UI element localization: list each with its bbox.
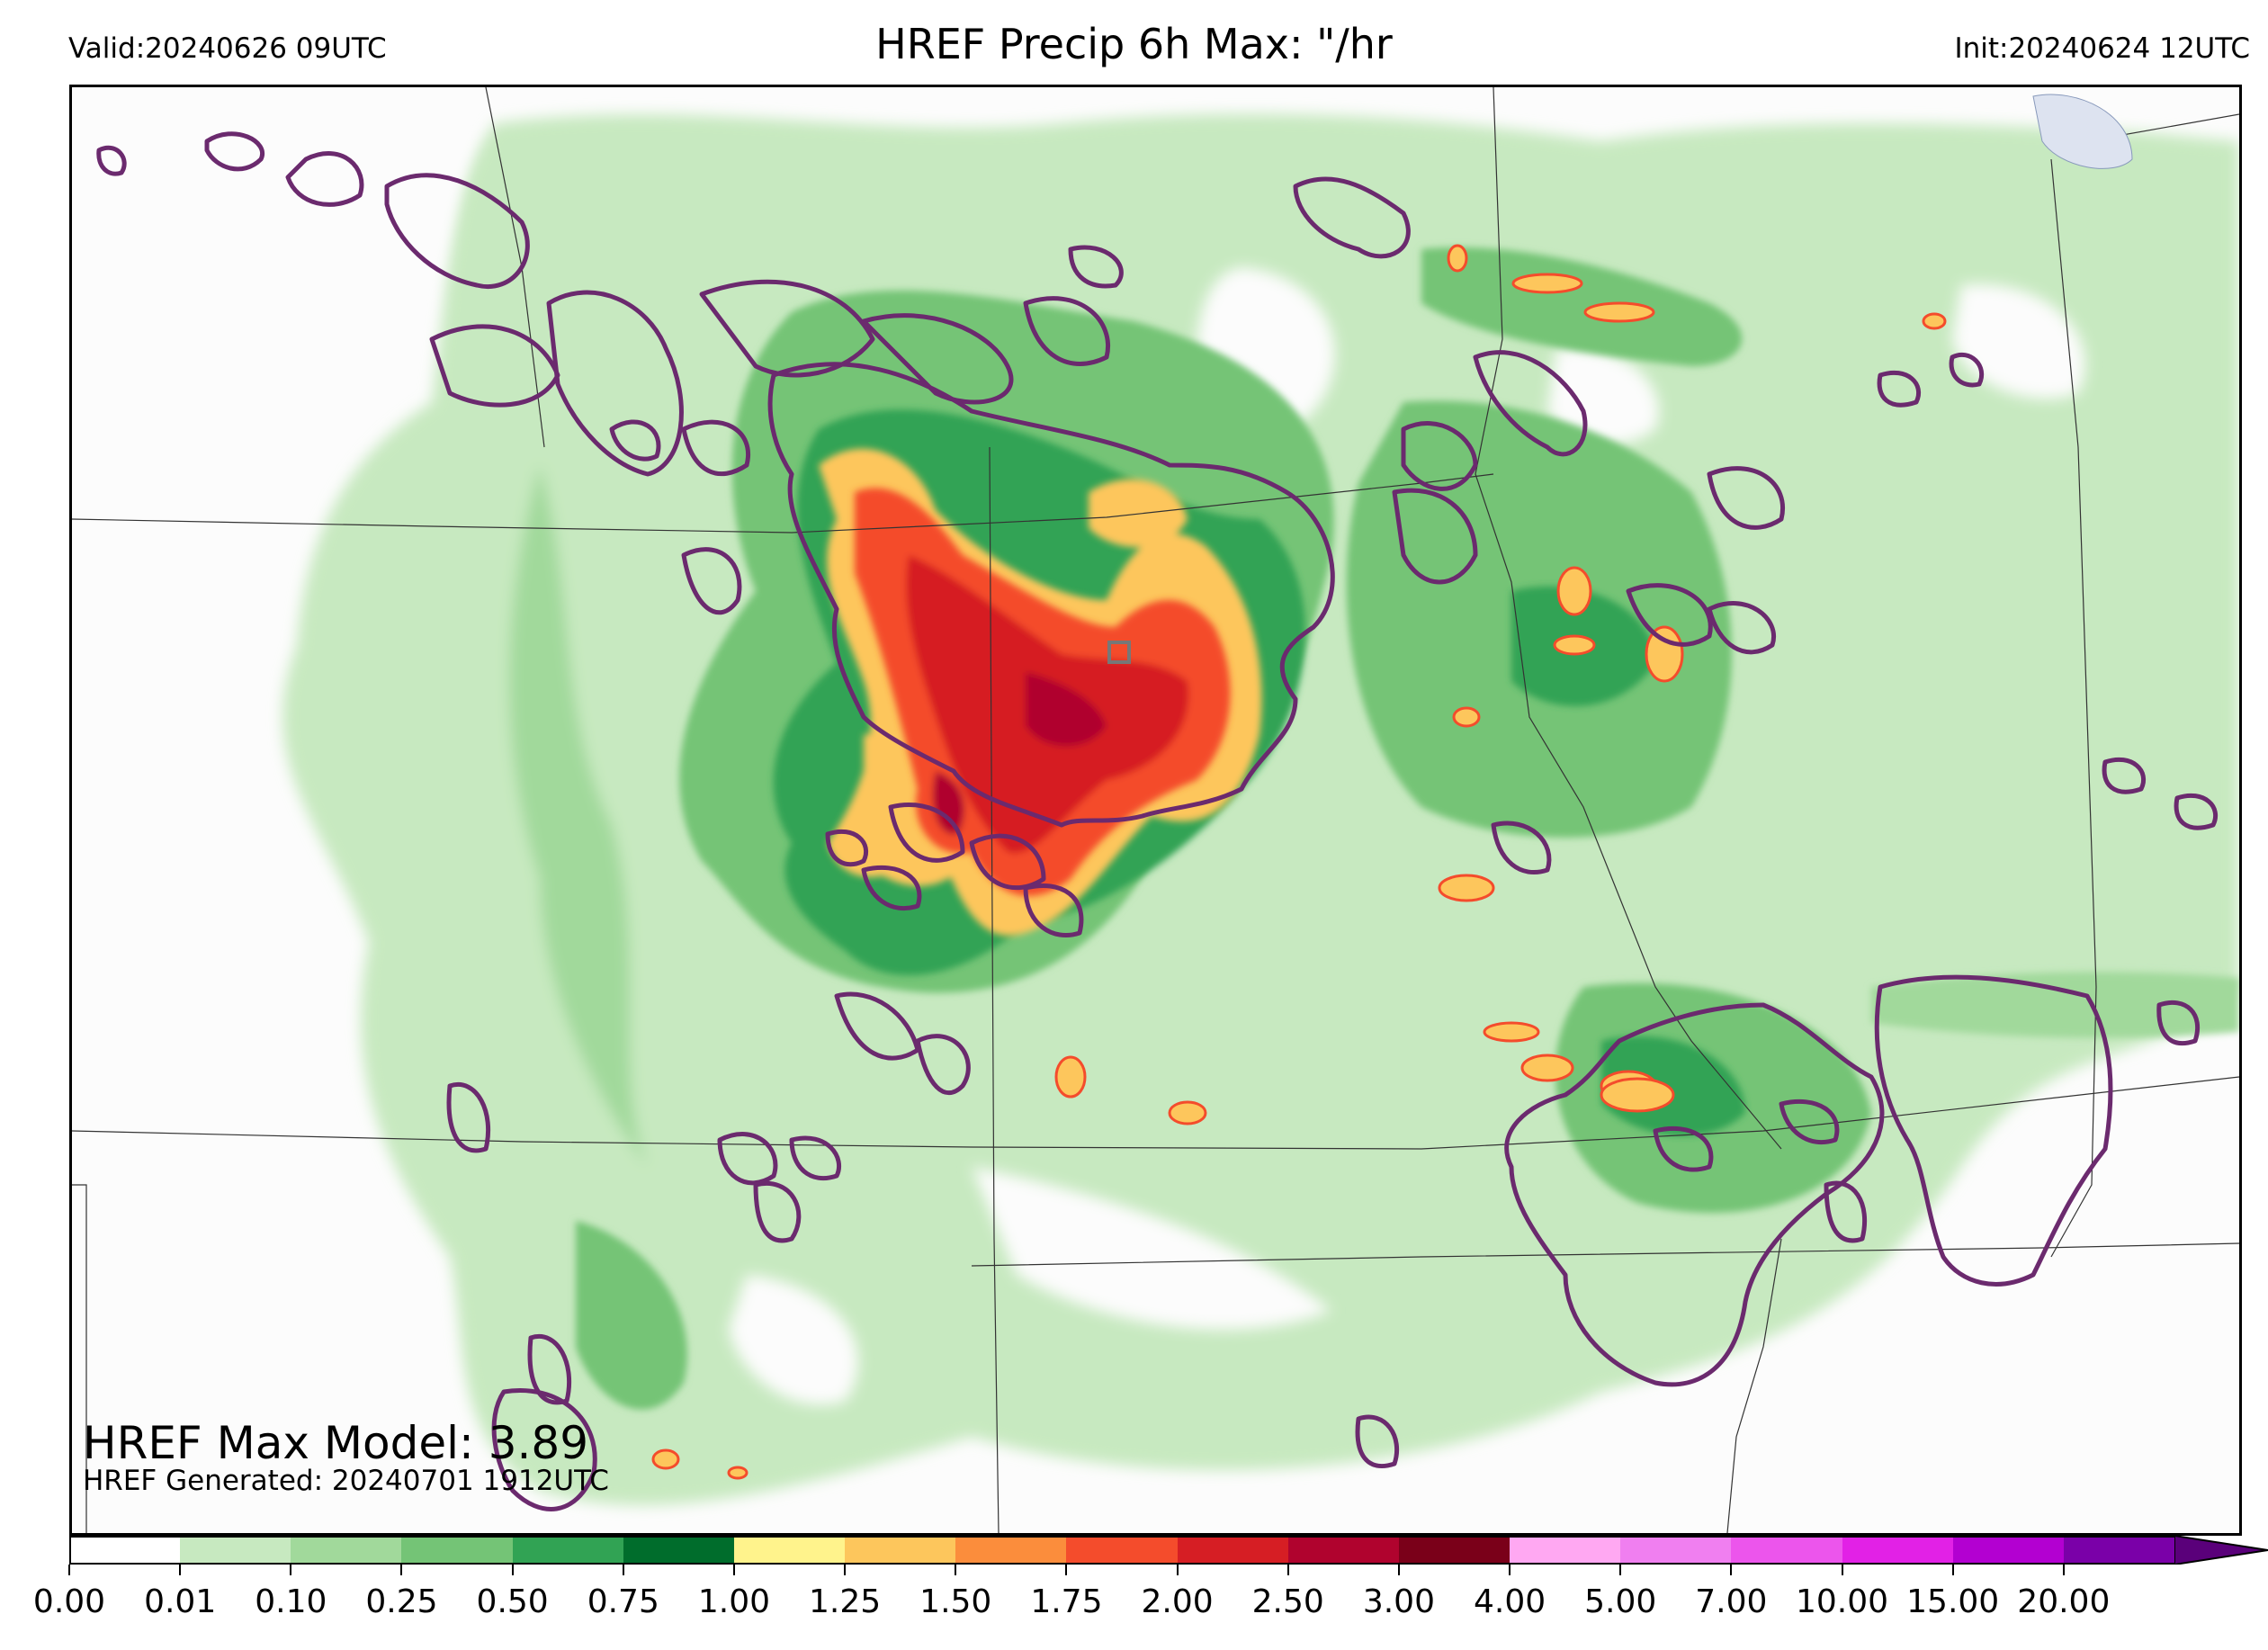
colorbar-tick-mark xyxy=(400,1565,403,1575)
colorbar-tick-label: 3.00 xyxy=(1362,1583,1435,1620)
colorbar-tick-mark xyxy=(1509,1565,1511,1575)
colorbar-tick-label: 20.00 xyxy=(2017,1583,2111,1620)
colorbar-segment xyxy=(291,1536,402,1565)
lake-shape xyxy=(2032,94,2133,169)
colorbar-tick-mark xyxy=(622,1565,624,1575)
colorbar-tick-label: 0.75 xyxy=(587,1583,659,1620)
colorbar-segment xyxy=(2063,1536,2174,1565)
precip-map xyxy=(69,85,2242,1536)
colorbar-tick-label: 15.00 xyxy=(1906,1583,2000,1620)
colorbar-segment xyxy=(512,1536,623,1565)
colorbar-tick-label: 1.50 xyxy=(919,1583,992,1620)
state-boundaries xyxy=(72,87,2239,1533)
colorbar-tick-mark xyxy=(2062,1565,2065,1575)
map-canvas xyxy=(72,87,2239,1533)
precip-isolated-cells xyxy=(651,244,1947,1480)
colorbar-segment xyxy=(1620,1536,1732,1565)
colorbar-tick-mark xyxy=(844,1565,847,1575)
colorbar-tick-mark xyxy=(1951,1565,1954,1575)
colorbar-tick-mark xyxy=(1841,1565,1843,1575)
max-model-label: HREF Max Model: 3.89 xyxy=(83,1417,589,1469)
valid-time: Valid:20240626 09UTC xyxy=(68,32,387,65)
colorbar-segment xyxy=(955,1536,1067,1565)
generated-label: HREF Generated: 20240701 1912UTC xyxy=(83,1465,609,1497)
colorbar xyxy=(69,1536,2174,1565)
precip-core-red xyxy=(855,488,1231,896)
colorbar-tick-mark xyxy=(955,1565,957,1575)
colorbar-tick-label: 2.00 xyxy=(1141,1583,1214,1620)
colorbar-tick-mark xyxy=(290,1565,292,1575)
colorbar-tick-label: 1.75 xyxy=(1030,1583,1103,1620)
colorbar-segment xyxy=(1510,1536,1621,1565)
colorbar-tick-label: 0.50 xyxy=(476,1583,549,1620)
colorbar-tick-label: 0.10 xyxy=(255,1583,327,1620)
colorbar-segment xyxy=(1287,1536,1399,1565)
colorbar-extend-arrow xyxy=(2174,1536,2268,1565)
colorbar-segment xyxy=(1066,1536,1178,1565)
map-title: HREF Precip 6h Max: "/hr xyxy=(875,20,1393,68)
colorbar-segment xyxy=(401,1536,513,1565)
colorbar-tick-label: 1.25 xyxy=(809,1583,882,1620)
colorbar-tick-mark xyxy=(1065,1565,1068,1575)
colorbar-tick-mark xyxy=(1619,1565,1622,1575)
colorbar-tick-label: 2.50 xyxy=(1251,1583,1324,1620)
colorbar-segment xyxy=(623,1536,734,1565)
colorbar-tick-label: 4.00 xyxy=(1473,1583,1546,1620)
colorbar-segment xyxy=(1731,1536,1842,1565)
colorbar-tick-label: 1.00 xyxy=(697,1583,771,1620)
colorbar-tick-label: 7.00 xyxy=(1695,1583,1768,1620)
colorbar-tick-label: 0.01 xyxy=(144,1583,217,1620)
colorbar-segment xyxy=(69,1536,181,1565)
colorbar-tick-mark xyxy=(1397,1565,1400,1575)
colorbar-tick-mark xyxy=(511,1565,514,1575)
colorbar-tick-label: 10.00 xyxy=(1795,1583,1889,1620)
colorbar-tick-mark xyxy=(1286,1565,1289,1575)
colorbar-tick-label: 0.00 xyxy=(32,1583,106,1620)
colorbar-tick-mark xyxy=(732,1565,735,1575)
colorbar-segment xyxy=(1952,1536,2064,1565)
colorbar-segment xyxy=(1177,1536,1288,1565)
probability-contours xyxy=(96,131,2219,1511)
colorbar-segment xyxy=(733,1536,846,1565)
colorbar-tick-label: 5.00 xyxy=(1584,1583,1657,1620)
colorbar-segment xyxy=(1398,1536,1511,1565)
colorbar-tick-mark xyxy=(1730,1565,1733,1575)
colorbar-segment xyxy=(845,1536,956,1565)
colorbar-tick-mark xyxy=(179,1565,182,1575)
colorbar-segment xyxy=(180,1536,291,1565)
colorbar-segment xyxy=(1842,1536,1953,1565)
max-location-marker xyxy=(1107,641,1131,664)
precip-gaps xyxy=(72,87,2085,1533)
colorbar-tick-label: 0.25 xyxy=(365,1583,438,1620)
colorbar-tick-mark xyxy=(68,1565,70,1575)
init-time: Init:20240624 12UTC xyxy=(1954,32,2250,65)
colorbar-tick-mark xyxy=(1176,1565,1179,1575)
